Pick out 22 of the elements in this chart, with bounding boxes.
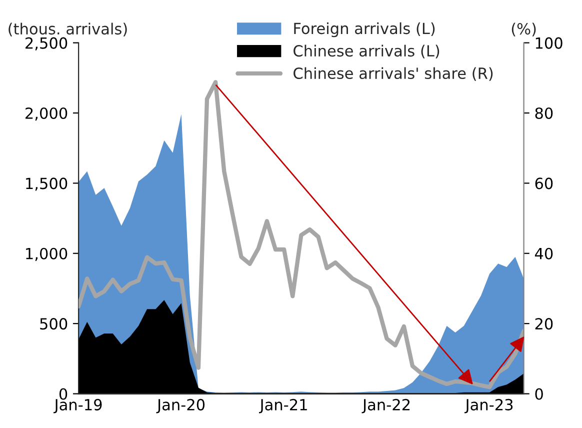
y-tick-label: 1,000: [26, 248, 68, 261]
y2-tick-label: 0: [535, 388, 543, 400]
y2-tick-label: 40: [534, 248, 553, 260]
y-tick-label: 1,500: [26, 178, 68, 191]
y2-tick-label: 80: [535, 107, 553, 120]
y2-axis-title: (%): [512, 22, 536, 36]
y-tick-label: 2,000: [26, 107, 68, 121]
legend-label: Chinese arrivals' share (R): [294, 67, 493, 81]
x-tick-label: Jan-20: [156, 398, 205, 414]
x-tick-label: Jan-22: [362, 398, 410, 414]
y-axis-title: (thous. arrivals): [8, 22, 127, 36]
y-tick-label: 0: [59, 388, 68, 400]
legend-label: Chinese arrivals (L): [294, 44, 440, 58]
y2-tick-label: 20: [535, 318, 553, 330]
x-tick-label: Jan-21: [259, 398, 307, 414]
y-tick-label: 500: [40, 318, 68, 330]
x-tick-label: Jan-19: [54, 398, 102, 414]
y-tick-label: 2,500: [26, 37, 68, 50]
x-tick-label: Jan-23: [464, 398, 513, 414]
legend-label: Foreign arrivals (L): [294, 22, 435, 38]
y2-tick-label: 100: [536, 37, 562, 49]
y2-tick-label: 60: [535, 178, 553, 190]
